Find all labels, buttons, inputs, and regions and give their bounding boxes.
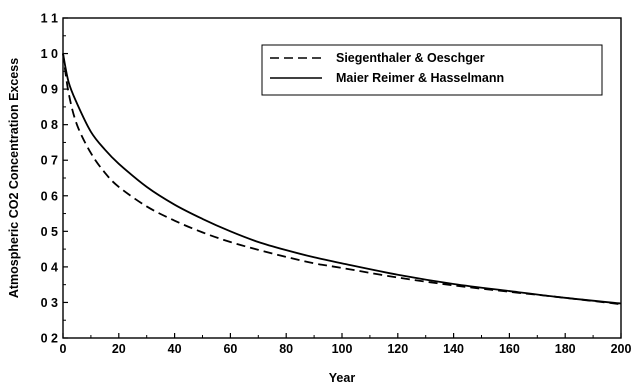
- series-line-siegenthaler-oeschger: [62, 53, 622, 306]
- legend: Siegenthaler & Oeschger Maier Reimer & Ha…: [261, 44, 603, 96]
- x-tick-label: 80: [279, 342, 293, 356]
- x-tick-label: 180: [555, 342, 576, 356]
- x-tick-label: 160: [499, 342, 520, 356]
- x-tick-label: 0: [60, 342, 67, 356]
- x-tick-label: 100: [332, 342, 353, 356]
- y-tick-label: 0 5: [41, 225, 58, 239]
- y-tick-label: 1 1: [41, 12, 58, 26]
- x-axis: 0 20 40 60 80 100 120 140 160 180 200: [60, 333, 632, 356]
- series-line-maier-reimer-hasselmann: [62, 53, 622, 305]
- y-tick-label: 0 2: [41, 332, 58, 346]
- y-tick-label: 0 6: [41, 189, 58, 203]
- x-axis-label: Year: [329, 371, 356, 385]
- x-tick-label: 60: [223, 342, 237, 356]
- x-tick-label: 40: [168, 342, 182, 356]
- x-tick-label: 120: [387, 342, 408, 356]
- plot-area: 0 20 40 60 80 100 120 140 160 180 200 0 2 0 3 0 4 0 5…: [41, 12, 632, 357]
- y-axis-label: Atmospheric CO2 Concentration Excess: [7, 58, 21, 298]
- legend-label: Maier Reimer & Hasselmann: [336, 71, 504, 85]
- x-tick-label: 20: [112, 342, 126, 356]
- y-tick-label: 0 3: [41, 296, 58, 310]
- y-tick-label: 1 0: [41, 47, 58, 61]
- legend-box: [261, 44, 603, 96]
- series-group: [62, 53, 622, 306]
- y-tick-label: 0 8: [41, 118, 58, 132]
- legend-label: Siegenthaler & Oeschger: [336, 51, 485, 65]
- y-tick-label: 0 9: [41, 83, 58, 97]
- y-axis: 0 2 0 3 0 4 0 5 0 6 0 7 0 8 0 9 1 0 1 1: [41, 12, 68, 346]
- x-tick-label: 200: [611, 342, 632, 356]
- y-tick-label: 0 7: [41, 154, 58, 168]
- x-tick-label: 140: [443, 342, 464, 356]
- y-tick-label: 0 4: [41, 260, 58, 274]
